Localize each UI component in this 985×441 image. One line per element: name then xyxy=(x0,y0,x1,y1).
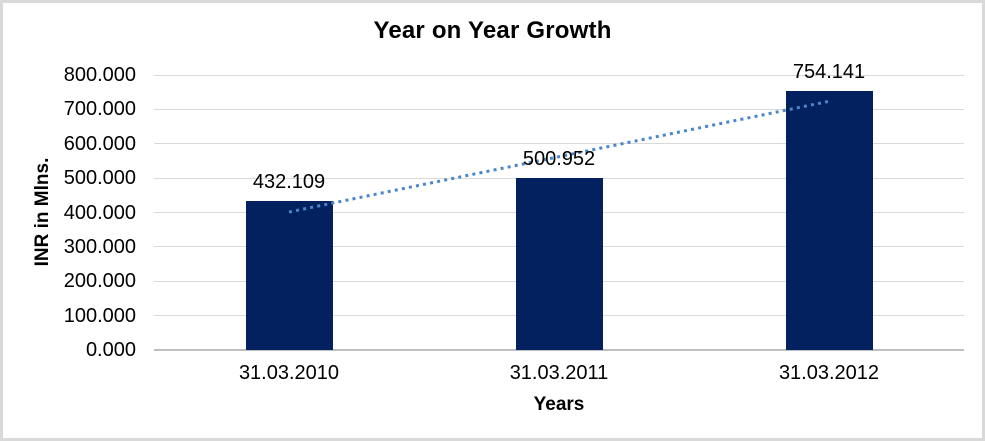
bar xyxy=(245,201,333,350)
y-tick-label: 700.000 xyxy=(63,98,136,121)
x-axis-title: Years xyxy=(533,394,585,415)
bar-data-label: 432.109 xyxy=(252,171,326,194)
y-tick-label: 800.000 xyxy=(63,64,136,86)
x-tick-label: 31.03.2012 xyxy=(778,362,880,384)
y-tick-label: 0.000 xyxy=(85,339,136,361)
bar-data-label: 500.952 xyxy=(522,147,596,170)
y-tick-label: 300.000 xyxy=(63,235,136,258)
y-tick-label: 600.000 xyxy=(63,132,136,155)
bar xyxy=(785,90,873,350)
x-tick-label: 31.03.2011 xyxy=(509,362,609,384)
chart-title: Year on Year Growth xyxy=(373,17,612,44)
y-tick-label: 200.000 xyxy=(63,270,136,293)
x-axis-line xyxy=(154,349,964,351)
gridline xyxy=(154,74,964,76)
y-tick-label: 400.000 xyxy=(63,201,136,224)
y-tick-label: 100.000 xyxy=(63,304,136,327)
bar xyxy=(515,177,603,350)
bar-data-label: 754.141 xyxy=(792,60,866,83)
y-tick-label: 500.000 xyxy=(63,167,136,190)
x-tick-label: 31.03.2010 xyxy=(238,362,340,384)
